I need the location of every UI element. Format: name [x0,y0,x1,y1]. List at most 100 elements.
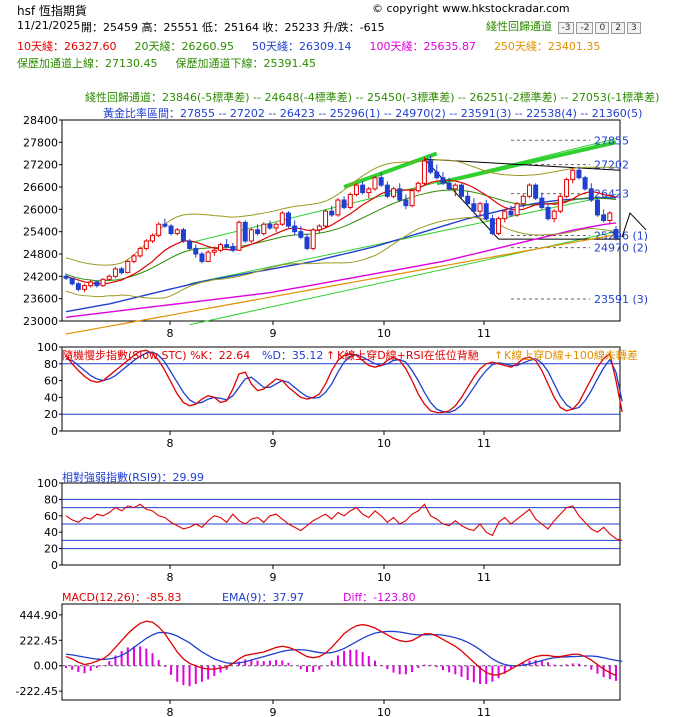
candle-body [125,260,131,274]
band-legend: 保歷加通道上線：27130.45 保歷加通道下線：25391.45 [17,55,334,71]
stc-signal1-text: K線上穿D線+RSI在低位背馳 [337,348,479,362]
candle-body [329,210,335,216]
candle-body [230,246,236,251]
candle-body [372,177,378,190]
candle-body [82,285,88,290]
price-y-tick: 25400 [23,226,58,239]
candle-body [131,255,137,262]
stc-title: 隨機慢步指數(Slow STC) %K：22.64 [62,348,250,362]
macd-diff-label: Diff：-123.80 [343,591,416,604]
stc-d-label: %D：35.12 [262,349,323,362]
fibonacci-text: 黃金比率區間：27855 -- 27202 -- 26423 -- 25296(… [103,106,642,120]
candle-body [502,210,508,220]
price-y-tick: 24800 [23,248,58,261]
candle-body [94,281,100,287]
candle-body [545,206,551,220]
stc-x-tick: 10 [377,437,391,450]
candle-body [180,229,186,242]
ma50-line [65,197,616,313]
regression-band-upper [343,151,438,189]
macd-x-tick: 9 [270,706,277,717]
candle-body [391,188,397,197]
candle-body [217,244,223,251]
rsi-x-tick: 10 [377,571,391,584]
candle-body [428,160,434,173]
ma_line-0: 10天綫：26327.60 [17,40,117,53]
rsi-title: 相對強弱指數(RSI9)：29.99 [62,470,204,484]
rsi-y-tick: 0 [51,559,58,572]
channel-button-3[interactable]: 2 [611,22,625,34]
candle-body [415,182,421,192]
candle-body [514,203,520,216]
moving-average-legend: 10天綫：26327.60 20天綫：26260.95 50天綫：26309.14 1… [17,38,618,54]
channel-button-1[interactable]: -2 [576,22,594,34]
copyright-label: copyright www.hkstockradar.com [386,2,570,15]
channel-button-0[interactable]: -3 [557,22,575,34]
candle-body [137,247,143,257]
candle-body [255,229,261,235]
channel-button-4[interactable]: 3 [626,22,641,34]
candle-body [69,277,75,285]
macd-ema-line [65,630,623,667]
candle-body [520,195,526,205]
regression-line [189,138,617,244]
candle-body [242,221,248,242]
regression-channel-label: 綫性回歸通道 -3 -2 0 2 3 [486,18,641,34]
rsi-x-tick: 9 [270,571,277,584]
macd-x-tick: 11 [477,706,491,717]
candle-body [63,275,69,279]
candle-body [292,225,298,233]
candle-body [205,251,211,262]
candle-body [279,212,285,225]
candle-body [477,203,483,212]
candle-body [557,195,563,212]
price-y-tick: 23600 [23,293,58,306]
candle-body [440,177,446,184]
keltner_line-0: 保歷加通道上線：27130.45 [17,57,158,70]
candle-body [304,236,310,249]
macd-line [65,620,617,677]
macd-title: MACD(12,26)：-85.83 [62,591,182,604]
candle-body [100,278,106,287]
stc-x-tick: 11 [477,437,491,450]
stc-d-line [65,351,623,414]
candle-body [594,199,600,216]
candle-body [285,212,291,227]
candle-body [607,212,613,222]
candle-body [613,228,619,239]
candle-body [576,169,582,179]
fib-label: 27202 [594,159,629,172]
copyright-icon: © [372,2,383,15]
candle-body [119,268,125,274]
price-x-tick: 9 [270,327,277,340]
macd-y-tick: 222.45 [20,634,59,647]
candle-body [112,268,118,277]
candle-body [360,184,366,194]
candle-body [409,190,415,207]
candle-body [471,203,477,212]
stc-signal2-icon: ↑ [494,349,503,362]
rsi-y-tick: 60 [44,510,58,523]
candle-body [211,249,217,253]
regression-channel-buttons: -3 -2 0 2 3 [556,20,641,34]
channel-button-2[interactable]: 0 [595,22,610,34]
macd-y-tick: 444.90 [20,609,59,622]
stc-x-tick: 9 [270,437,277,450]
stc-y-tick: 80 [44,358,58,371]
regression-text: 綫性回歸通道：23846(-5標準差) -- 24648(-4標準差) -- 2… [85,90,659,104]
macd-x-tick: 8 [167,706,174,717]
macd-ema-label: EMA(9)：37.97 [222,591,304,604]
rsi-line [65,503,623,541]
regression-channel-title: 綫性回歸通道 [486,20,552,33]
price-x-tick: 10 [377,327,391,340]
ma20-line [65,189,617,282]
candle-body [298,231,304,238]
copyright-text: © copyright www.hkstockradar.com [372,2,570,15]
candle-body [187,240,193,249]
candle-body [88,281,94,287]
candle-body [193,247,199,255]
stc-y-tick: 40 [44,391,58,404]
candle-body [199,253,205,262]
price-y-tick: 27200 [23,159,58,172]
